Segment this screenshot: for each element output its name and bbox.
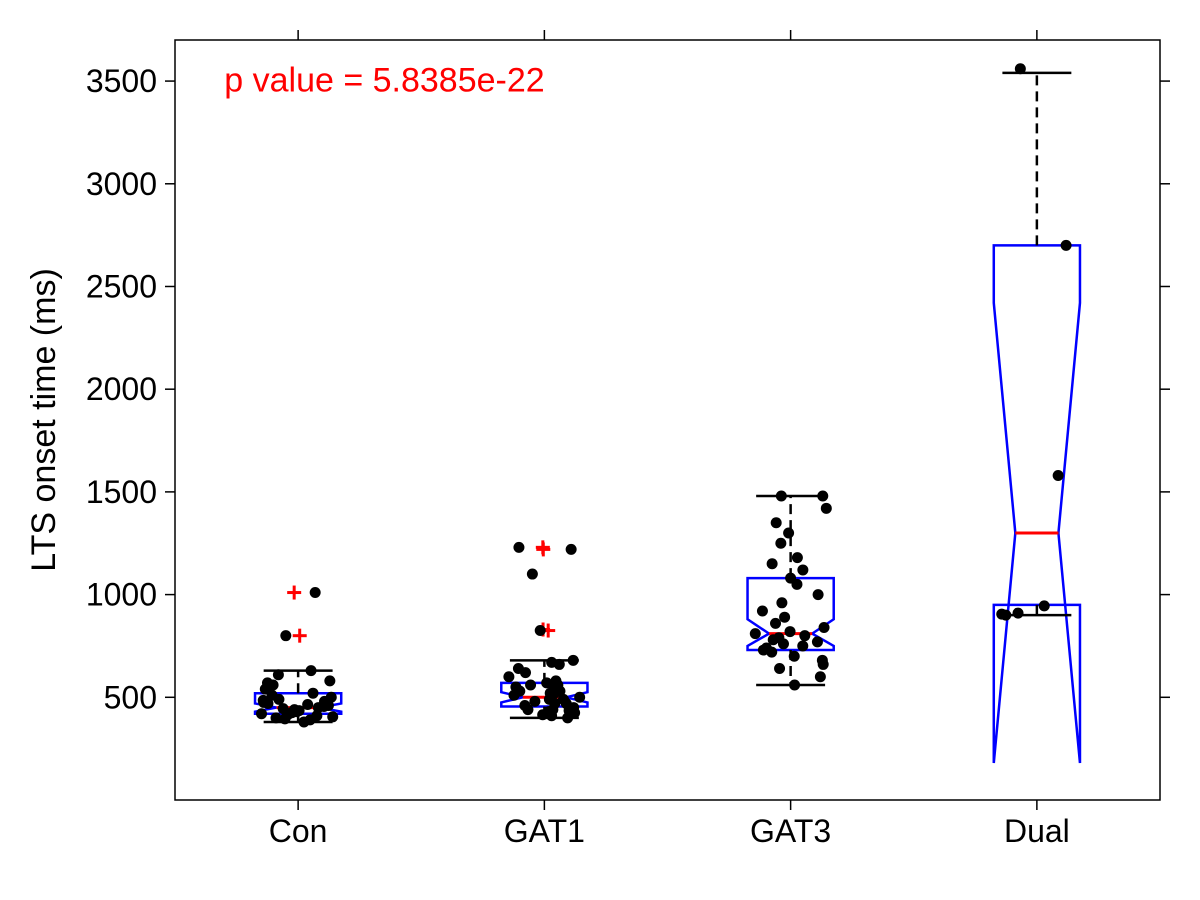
ytick-label: 3000 (86, 166, 157, 202)
scatter-point (550, 675, 561, 686)
scatter-point (776, 491, 787, 502)
box-Con (255, 586, 341, 728)
ytick-label: 2500 (86, 268, 157, 304)
scatter-point (324, 675, 335, 686)
ytick-label: 1000 (86, 577, 157, 613)
xtick-label: Dual (1004, 813, 1070, 849)
scatter-point (574, 692, 585, 703)
xtick-label: GAT3 (750, 813, 831, 849)
scatter-point (289, 704, 300, 715)
ytick-label: 500 (104, 679, 157, 715)
scatter-point (774, 663, 785, 674)
pvalue-annotation: p value = 5.8385e-22 (224, 61, 544, 99)
scatter-point (771, 517, 782, 528)
scatter-point (797, 640, 808, 651)
scatter-point (326, 692, 337, 703)
scatter-point (776, 597, 787, 608)
scatter-point (525, 679, 536, 690)
scatter-point (775, 538, 786, 549)
scatter-point (306, 665, 317, 676)
y-axis-label: LTS onset time (ms) (25, 268, 63, 572)
scatter-point (510, 682, 521, 693)
scatter-point (503, 671, 514, 682)
scatter-point (1053, 470, 1064, 481)
scatter-point (815, 671, 826, 682)
scatter-point (785, 573, 796, 584)
scatter-point (1015, 63, 1026, 74)
scatter-point (513, 663, 524, 674)
scatter-point (750, 628, 761, 639)
scatter-point (773, 632, 784, 643)
boxplot-chart: 500 1000 1500 2000 2500 3000 3500 LTS onset tim… (0, 0, 1200, 900)
scatter-point (513, 542, 524, 553)
scatter-point (546, 657, 557, 668)
scatter-point (770, 618, 781, 629)
scatter-point (767, 558, 778, 569)
scatter-point (271, 712, 282, 723)
scatter-point (302, 699, 313, 710)
box-GAT3 (748, 491, 834, 691)
ytick-label: 2000 (86, 371, 157, 407)
scatter-point (519, 700, 530, 711)
scatter-point (789, 651, 800, 662)
box-GAT1 (501, 540, 587, 723)
scatter-point (1039, 600, 1050, 611)
scatter-point (817, 655, 828, 666)
scatter-point (547, 704, 558, 715)
scatter-point (821, 503, 832, 514)
scatter-point (558, 694, 569, 705)
box-outline (994, 245, 1080, 763)
scatter-point (817, 491, 828, 502)
scatter-point (262, 677, 273, 688)
scatter-point (812, 636, 823, 647)
box-Dual (994, 63, 1080, 763)
scatter-point (529, 696, 540, 707)
scatter-point (327, 711, 338, 722)
scatter-point (307, 688, 318, 699)
xtick-label: GAT1 (504, 813, 585, 849)
scatter-point (813, 589, 824, 600)
scatter-point (535, 625, 546, 636)
scatter-point (541, 677, 552, 688)
scatter-point (566, 544, 577, 555)
scatter-point (779, 612, 790, 623)
ytick-label: 1500 (86, 474, 157, 510)
scatter-point (996, 609, 1007, 620)
scatter-point (273, 669, 284, 680)
scatter-point (789, 679, 800, 690)
scatter-point (568, 655, 579, 666)
scatter-point (545, 688, 556, 699)
scatter-point (527, 569, 538, 580)
scatter-point (783, 527, 794, 538)
scatter-point (1061, 240, 1072, 251)
ytick-label: 3500 (86, 63, 157, 99)
scatter-point (785, 626, 796, 637)
scatter-point (310, 587, 321, 598)
scatter-point (280, 630, 291, 641)
scatter-point (256, 708, 267, 719)
scatter-point (799, 630, 810, 641)
scatter-point (792, 552, 803, 563)
scatter-point (1013, 608, 1024, 619)
scatter-point (819, 622, 830, 633)
chart-svg: 500 1000 1500 2000 2500 3000 3500 LTS onset tim… (0, 0, 1200, 900)
scatter-point (757, 606, 768, 617)
scatter-point (797, 564, 808, 575)
xtick-label: Con (269, 813, 328, 849)
